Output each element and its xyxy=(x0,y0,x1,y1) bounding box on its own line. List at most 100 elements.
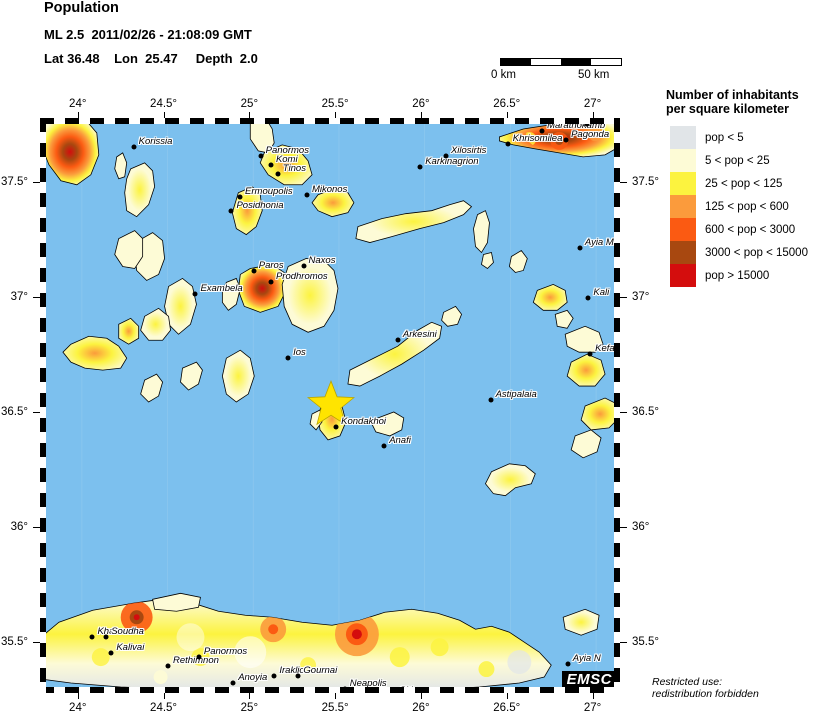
city-dot xyxy=(275,171,281,177)
city-dot xyxy=(108,650,114,656)
lon-tick-mark xyxy=(592,112,594,118)
legend-title-line2: per square kilometer xyxy=(666,102,789,116)
legend-color-swatch xyxy=(670,264,696,287)
scale-bar-segments xyxy=(500,58,622,66)
legend-color-swatch xyxy=(670,241,696,264)
legend-row: pop < 5 xyxy=(670,126,824,149)
city-dot xyxy=(103,634,109,639)
city-dot xyxy=(258,153,264,159)
city-dot xyxy=(285,355,291,361)
samos-population-hotspots xyxy=(525,124,604,150)
legend-color-swatch xyxy=(670,195,696,218)
lon-tick-label-bottom: 26.5° xyxy=(493,702,521,714)
city-dot xyxy=(131,144,137,150)
lat-tick-mark xyxy=(33,642,40,644)
city-dot xyxy=(577,245,583,251)
lat-tick-mark xyxy=(33,297,40,299)
legend-row: 600 < pop < 3000 xyxy=(670,218,824,241)
legend-row: pop > 15000 xyxy=(670,264,824,287)
lon-tick-label-bottom: 25.5° xyxy=(321,702,349,714)
scale-bar-left-label: 0 km xyxy=(491,69,516,81)
legend-title: Number of inhabitants per square kilomet… xyxy=(666,88,824,116)
lat-tick-mark xyxy=(33,527,40,529)
lat-tick-label-right: 36.5° xyxy=(632,406,659,419)
lon-tick-label-bottom: 27° xyxy=(583,702,602,714)
city-dot xyxy=(192,291,198,297)
lat-tick-mark xyxy=(33,412,40,414)
city-dot xyxy=(342,686,348,692)
legend-row-label: 125 < pop < 600 xyxy=(705,200,789,213)
legend-row-label: 5 < pop < 25 xyxy=(705,154,770,167)
lon-tick-mark xyxy=(420,693,422,699)
legend: Number of inhabitants per square kilomet… xyxy=(666,88,824,287)
scale-bar: 0 km 50 km xyxy=(491,58,622,88)
legend-row: 25 < pop < 125 xyxy=(670,172,824,195)
header-block: Population ML 2.5 2011/02/26 - 21:08:09 … xyxy=(44,0,504,67)
legend-color-swatch xyxy=(670,172,696,195)
city-dot xyxy=(381,443,387,449)
lon-tick-label-bottom: 24° xyxy=(69,702,87,714)
legend-row-label: 600 < pop < 3000 xyxy=(705,223,796,236)
city-dot xyxy=(333,424,339,430)
lat-tick-label-left: 35.5° xyxy=(1,636,28,649)
legend-row-label: 25 < pop < 125 xyxy=(705,177,783,190)
crete-population-hotspots xyxy=(91,601,532,685)
scale-bar-right-label: 50 km xyxy=(578,69,610,81)
lon-tick-mark xyxy=(77,112,79,118)
lon-tick-label-top: 25° xyxy=(240,98,259,110)
city-dot xyxy=(417,164,423,170)
lat-tick-label-left: 36.5° xyxy=(1,406,28,419)
city-dot xyxy=(268,279,274,285)
lon-tick-mark xyxy=(249,693,251,699)
city-dot xyxy=(271,673,277,679)
event-magnitude-time: ML 2.5 2011/02/26 - 21:08:09 GMT xyxy=(44,27,252,42)
emsc-attribution-logo: EMSC xyxy=(561,671,617,689)
legend-row: 3000 < pop < 15000 xyxy=(670,241,824,264)
lon-tick-mark xyxy=(592,693,594,699)
city-dot xyxy=(230,680,236,685)
lat-tick-label-left: 37.5° xyxy=(1,176,28,189)
epicenter-star xyxy=(307,379,355,426)
lon-tick-label-top: 26.5° xyxy=(493,98,521,110)
lat-tick-label-right: 37° xyxy=(632,291,650,304)
city-dot xyxy=(563,137,569,143)
lon-tick-label-top: 26° xyxy=(412,98,430,110)
event-location: Lat 36.48 Lon 25.47 Depth 2.0 xyxy=(44,51,258,66)
lon-tick-mark xyxy=(335,693,337,699)
lat-tick-mark xyxy=(620,642,627,644)
lat-tick-mark xyxy=(620,412,627,414)
lon-tick-label-top: 25.5° xyxy=(321,98,349,110)
city-dot xyxy=(165,663,171,669)
lon-tick-label-bottom: 26° xyxy=(412,702,430,714)
lat-tick-label-right: 37.5° xyxy=(632,176,659,189)
city-dot xyxy=(587,351,593,357)
page-title: Population xyxy=(44,0,119,16)
lon-tick-mark xyxy=(249,112,251,118)
city-dot xyxy=(268,162,274,168)
place-name-label: Ayios Nikolaos xyxy=(367,692,429,693)
landmasses xyxy=(41,119,619,692)
lon-tick-label-bottom: 25° xyxy=(240,702,259,714)
legend-color-swatch xyxy=(670,218,696,241)
lon-tick-mark xyxy=(420,112,422,118)
lon-tick-label-bottom: 24.5° xyxy=(150,702,178,714)
city-dot xyxy=(304,192,310,198)
city-dot xyxy=(505,141,511,147)
legend-row-label: pop < 5 xyxy=(705,131,744,144)
lon-tick-mark xyxy=(335,112,337,118)
lat-tick-label-right: 36° xyxy=(632,521,650,534)
lat-tick-mark xyxy=(620,297,627,299)
lon-tick-label-top: 24.5° xyxy=(150,98,178,110)
lon-tick-label-top: 27° xyxy=(583,98,602,110)
city-dot xyxy=(443,153,449,159)
legend-swatch-list: pop < 5 5 < pop < 25 25 < pop < 125 125 < p… xyxy=(670,126,824,287)
legend-row-label: 3000 < pop < 15000 xyxy=(705,246,808,259)
city-dot xyxy=(565,661,571,667)
lat-tick-label-left: 36° xyxy=(10,521,28,534)
map-canvas xyxy=(41,119,619,692)
city-dot xyxy=(228,208,234,214)
lat-tick-label-right: 35.5° xyxy=(632,636,659,649)
legend-color-swatch xyxy=(670,126,696,149)
map-area[interactable]: Korissia Panormos Komi Tinos Ermoupolis Posid… xyxy=(40,118,620,693)
lon-tick-mark xyxy=(506,112,508,118)
